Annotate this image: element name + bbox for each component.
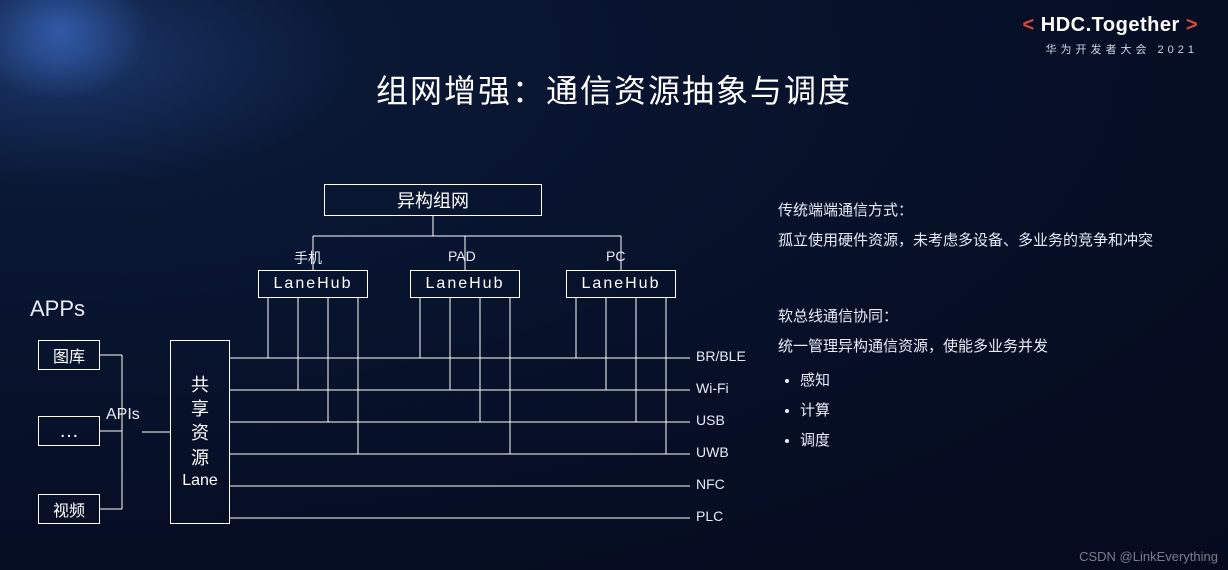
apps-heading: APPs [30, 296, 85, 322]
app-label-more: … [59, 420, 79, 443]
bullet-compute: 计算 [800, 396, 1188, 426]
lanehub-label-phone: LaneHub [274, 275, 353, 293]
lane-label-usb: USB [696, 412, 725, 428]
softbus-bullets: 感知 计算 调度 [800, 366, 1188, 456]
shared-resource-char-4: Lane [182, 470, 218, 492]
shared-resource-char-3: 源 [191, 446, 209, 470]
app-label-gallery: 图库 [53, 343, 85, 367]
apis-label: APIs [106, 406, 140, 424]
app-box-video: 视频 [38, 494, 100, 524]
lane-label-uwb: UWB [696, 444, 729, 460]
device-label-pc: PC [606, 248, 625, 264]
watermark: CSDN @LinkEverything [1079, 549, 1218, 564]
heterogeneous-network-box: 异构组网 [324, 184, 542, 216]
lane-label-plc: PLC [696, 508, 723, 524]
lanehub-label-pad: LaneHub [426, 275, 505, 293]
device-label-pad: PAD [448, 248, 476, 264]
lanehub-box-phone: LaneHub [258, 270, 368, 298]
app-box-gallery: 图库 [38, 340, 100, 370]
app-box-more: … [38, 416, 100, 446]
lanehub-label-pc: LaneHub [582, 275, 661, 293]
bullet-schedule: 调度 [800, 426, 1188, 456]
lane-label-brble: BR/BLE [696, 348, 746, 364]
traditional-body: 孤立使用硬件资源，未考虑多设备、多业务的竞争和冲突 [778, 226, 1188, 256]
lane-label-nfc: NFC [696, 476, 725, 492]
lanehub-box-pad: LaneHub [410, 270, 520, 298]
device-label-phone: 手机 [294, 248, 322, 268]
explanation-panel: 传统端端通信方式： 孤立使用硬件资源，未考虑多设备、多业务的竞争和冲突 软总线通… [778, 196, 1188, 456]
shared-resource-char-1: 享 [191, 397, 209, 421]
softbus-body: 统一管理异构通信资源，使能多业务并发 [778, 332, 1188, 362]
lane-label-wifi: Wi-Fi [696, 380, 729, 396]
traditional-title: 传统端端通信方式： [778, 196, 1188, 226]
lanehub-box-pc: LaneHub [566, 270, 676, 298]
app-label-video: 视频 [53, 497, 85, 521]
bullet-perception: 感知 [800, 366, 1188, 396]
shared-resource-char-2: 资 [191, 421, 209, 445]
shared-resource-lane-box: 共 享 资 源 Lane [170, 340, 230, 524]
heterogeneous-network-label: 异构组网 [397, 187, 469, 213]
shared-resource-char-0: 共 [191, 373, 209, 397]
softbus-title: 软总线通信协同： [778, 302, 1188, 332]
